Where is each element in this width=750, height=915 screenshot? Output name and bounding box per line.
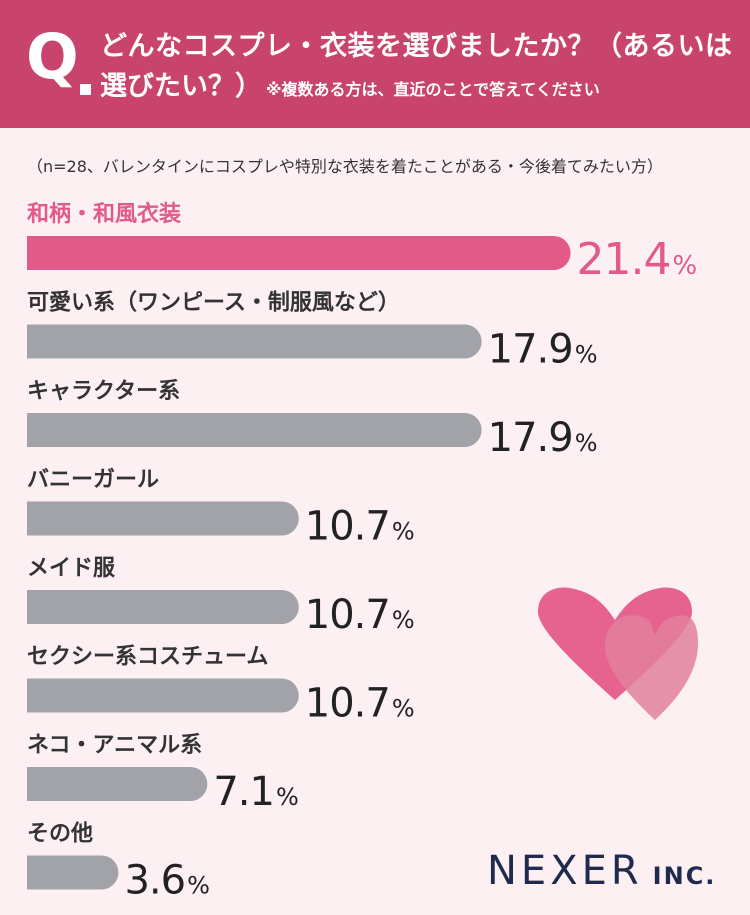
question-text-line1: どんなコスプレ・衣装を選びましたか？（あるいは [100,31,733,62]
question-mark-dot [80,84,91,95]
sample-note: （n=28、バレンタインにコスプレや特別な衣装を着たことがある・今後着てみたい方… [27,157,663,176]
category-label: 可愛い系（ワンピース・制服風など） [27,290,400,316]
value-label: 10.7% [305,504,415,550]
value-label: 10.7% [305,592,415,638]
question-mark: Q [26,20,79,93]
value-label: 17.9% [488,415,598,461]
brand-name: NEXER [487,848,643,894]
category-label: 和柄・和風衣装 [27,201,181,227]
brand-logo: NEXER INC. [487,848,716,894]
bar [27,678,299,713]
brand-suffix: INC. [652,862,717,890]
bar [27,324,482,359]
hearts-decoration [538,587,698,720]
value-label: 21.4% [577,234,698,285]
bar [27,413,482,447]
bar [27,855,119,890]
value-label: 17.9% [488,327,598,373]
category-label: ネコ・アニマル系 [27,733,202,758]
category-label: セクシー系コスチューム [27,645,268,670]
bar [27,236,571,270]
value-label: 7.1% [213,769,298,815]
category-label: バニーガール [27,468,159,493]
question-text-line2: 選びたい？） ※複数ある方は、直近のことで答えてください [100,64,600,103]
bar [27,501,299,536]
value-label: 3.6% [124,858,209,904]
value-label: 10.7% [305,681,415,727]
bars-group: 和柄・和風衣装 21.4% 可愛い系（ワンピース・制服風など） 17.9% キャラクター… [27,201,697,904]
bar [27,767,208,801]
category-label: メイド服 [27,556,116,581]
question-note: ※複数ある方は、直近のことで答えてください [266,80,600,99]
bar [27,590,299,624]
category-label: キャラクター系 [27,379,180,404]
heart-right-icon [604,615,698,720]
category-label: その他 [27,822,93,847]
question-text-line2-main: 選びたい？） [100,71,262,102]
question-header: Q どんなコスプレ・衣装を選びましたか？（あるいは 選びたい？） ※複数ある方は、… [0,0,750,128]
